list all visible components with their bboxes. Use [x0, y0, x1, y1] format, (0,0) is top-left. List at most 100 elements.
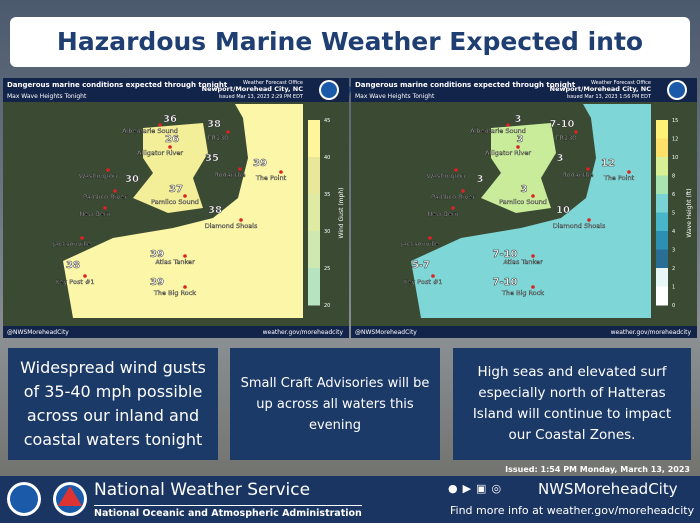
social: @NWSMoreheadCity [355, 329, 417, 336]
map-panel: Dangerous marine conditions expected thr… [351, 78, 697, 338]
place-marker [627, 170, 631, 174]
place-label: Pamlico Sound [499, 198, 547, 206]
place-label: Pamlico River [431, 193, 475, 201]
logo [669, 82, 685, 98]
place-label: Rodanthe [562, 171, 593, 179]
legend-color [656, 157, 668, 176]
map-value: 12 [601, 158, 615, 169]
place-marker [451, 206, 455, 210]
place-marker [83, 274, 87, 278]
place-marker [531, 254, 535, 258]
social-icons: ●▶▣◎ [448, 482, 507, 495]
headline: Dangerous marine conditions expected thr… [355, 81, 576, 89]
place-marker [239, 218, 243, 222]
handle[interactable]: NWSMoreheadCity [538, 480, 678, 498]
map-header [351, 78, 697, 102]
legend-color [656, 175, 668, 195]
logo [321, 82, 337, 98]
legend-color [656, 268, 668, 287]
map-panel: Dangerous marine conditions expected thr… [3, 78, 349, 338]
legend-title: Wind Gust (mph) [338, 188, 345, 239]
place-marker [531, 194, 535, 198]
place-label: New Bern [427, 210, 458, 218]
map-value: 5-7 [412, 260, 430, 271]
maps: Dangerous marine conditions expected thr… [3, 78, 697, 338]
place-label: Washington [79, 172, 117, 180]
place-label: FR130 [556, 134, 577, 142]
legend-tick: 1 [672, 285, 675, 291]
legend-tick: 8 [672, 174, 675, 180]
map-value: 35 [205, 153, 219, 164]
place-label: Washington [427, 172, 465, 180]
map-value: 7-10 [492, 277, 517, 288]
place-marker [431, 274, 435, 278]
legend-color [656, 120, 668, 139]
place-marker [106, 168, 110, 172]
place-label: Alligator River [485, 149, 531, 157]
subtitle: Max Wave Heights Tonight [7, 93, 87, 100]
map-header [3, 78, 349, 102]
issued: Issued Mar 13, 2023 2:29 PM EDT [219, 94, 304, 100]
message: Small Craft Advisories will be up across… [230, 348, 440, 460]
legend-tick: 25 [324, 266, 330, 272]
place-marker [279, 170, 283, 174]
legend-tick: 4 [672, 229, 675, 235]
legend-title: Wave Height (ft) [686, 188, 693, 237]
map-value: 39 [150, 277, 164, 288]
place-label: Jacksonville [52, 240, 91, 248]
map-value: 37 [169, 184, 183, 195]
place-marker [516, 145, 520, 149]
website: weather.gov/moreheadcity [611, 329, 692, 336]
title: Hazardous Marine Weather Expected into M… [10, 17, 690, 106]
place-label: The Point [603, 174, 635, 182]
place-label: New Bern [79, 210, 110, 218]
place-marker [428, 236, 432, 240]
place-marker [574, 130, 578, 134]
legend-tick: 12 [672, 137, 678, 143]
map-value: 10 [556, 205, 570, 216]
legend-tick: 10 [672, 155, 678, 161]
office-name: Newport/Morehead City, NC [550, 85, 652, 93]
place-marker [113, 189, 117, 193]
place-label: Diamond Shoals [553, 222, 606, 230]
map-value: 3 [517, 134, 524, 145]
place-label: Key Post #1 [55, 278, 94, 286]
issued: Issued: 1:54 PM Monday, March 13, 2023 [505, 465, 690, 474]
place-marker [168, 145, 172, 149]
subtitle: Max Wave Heights Tonight [355, 93, 435, 100]
place-marker [461, 189, 465, 193]
place-marker [103, 206, 107, 210]
place-marker [183, 285, 187, 289]
legend-color [656, 194, 668, 213]
legend-tick: 30 [324, 229, 330, 235]
place-label: Albemarle Sound [470, 127, 526, 135]
info: Find more info at weather.gov/moreheadci… [450, 504, 695, 517]
legend-tick: 6 [672, 192, 675, 198]
sea [63, 104, 303, 318]
office-name: Newport/Morehead City, NC [202, 85, 304, 93]
sea [411, 104, 651, 318]
map-value: 3 [515, 114, 522, 125]
place-marker [158, 123, 162, 127]
place-label: FR130 [208, 134, 229, 142]
place-label: Key Post #1 [403, 278, 442, 286]
legend-color [308, 120, 320, 158]
legend-color [308, 231, 320, 269]
parent: National Oceanic and Atmospheric Adminis… [94, 505, 362, 519]
map-value: 3 [521, 184, 528, 195]
place-marker [454, 168, 458, 172]
place-label: Atlas Tanker [503, 258, 543, 266]
place-label: Diamond Shoals [205, 222, 258, 230]
place-label: The Point [255, 174, 287, 182]
legend-tick: 40 [324, 155, 330, 161]
place-marker [226, 130, 230, 134]
map-value: 38 [66, 260, 80, 271]
map-value: 39 [150, 249, 164, 260]
agency: National Weather Service [94, 480, 311, 500]
map-footer [3, 326, 349, 338]
place-label: Jacksonville [400, 240, 439, 248]
social: @NWSMoreheadCity [7, 329, 69, 336]
legend-tick: 45 [324, 118, 330, 124]
place-label: Rodanthe [214, 171, 245, 179]
